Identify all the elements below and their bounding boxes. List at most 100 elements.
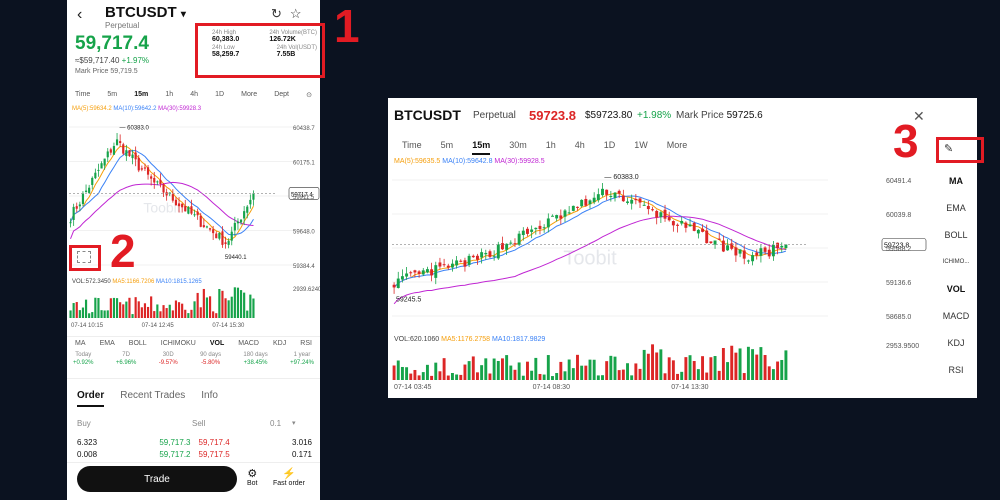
last-price: 59,717.4 — [75, 33, 149, 54]
trade-button[interactable]: Trade — [77, 466, 237, 492]
candle-body — [425, 269, 429, 273]
wtf-time[interactable]: Time — [402, 140, 422, 150]
wtf-30m[interactable]: 30m — [509, 140, 527, 150]
volume-bar — [509, 365, 513, 380]
ind-kdj[interactable]: KDJ — [272, 340, 287, 347]
orderbook-row[interactable]: 0.008 59,717.2 59,717.5 0.171 — [77, 450, 312, 459]
wide-kline-chart[interactable]: Toobit 59723.8 60491.4 60039.8 59588.2 59136.… — [388, 166, 936, 398]
side-ma[interactable]: MA — [949, 176, 963, 186]
fast-order-button[interactable]: ⚡ Fast order — [273, 467, 305, 487]
step-select[interactable]: 0.1 — [270, 419, 282, 428]
volume-bar — [667, 357, 671, 380]
candle-body — [184, 206, 187, 212]
candle-body — [784, 244, 788, 249]
tf-4h[interactable]: 4h — [190, 91, 199, 98]
close-icon[interactable]: ✕ — [913, 108, 925, 124]
wide-symbol: BTCUSDT — [394, 107, 461, 123]
tab-order[interactable]: Order — [77, 390, 105, 407]
volume-bar — [396, 360, 400, 380]
phone-kline-chart[interactable]: Toobit 59717.4 60438.7 60175.1 59911.5 59648.… — [67, 115, 320, 335]
perf-1y: 1 year +97.24% — [290, 352, 314, 366]
candle-body — [196, 211, 199, 216]
ask-qty: 3.016 — [291, 438, 312, 447]
fullscreen-icon[interactable] — [77, 251, 91, 263]
candle-body — [450, 263, 454, 268]
side-ema[interactable]: EMA — [946, 203, 966, 213]
volume-bar — [659, 349, 663, 380]
perf-value: -5.80% — [201, 360, 221, 366]
pencil-icon[interactable]: ✎ — [944, 143, 954, 155]
side-macd[interactable]: MACD — [942, 311, 970, 321]
candle-body — [717, 238, 721, 240]
symbol-selector[interactable]: BTCUSDT ▾ — [105, 4, 186, 21]
wtf-5m[interactable]: 5m — [440, 140, 454, 150]
volume-bar — [162, 305, 165, 318]
volume-bar — [134, 297, 137, 318]
bot-button[interactable]: ⚙ Bot — [247, 467, 258, 487]
candle-body — [726, 245, 730, 251]
volume-axis-label: 2939.6240 — [293, 287, 320, 293]
side-ichimoku[interactable]: ICHIMO... — [942, 259, 970, 265]
volume-bar — [709, 357, 713, 380]
volume-bar — [746, 346, 750, 380]
settings-icon[interactable]: ⊙ — [306, 92, 312, 99]
back-icon[interactable]: ‹ — [77, 6, 83, 23]
volume-bar — [771, 369, 775, 380]
sell-label: Sell — [192, 419, 206, 428]
volume-bar — [546, 355, 550, 380]
volume-bar — [776, 361, 780, 380]
volume-bar — [199, 307, 202, 318]
orderbook-row[interactable]: 6.323 59,717.3 59,717.4 3.016 — [77, 438, 312, 447]
wtf-4h[interactable]: 4h — [574, 140, 585, 150]
volume-bar — [143, 303, 147, 318]
refresh-icon[interactable]: ↻ — [271, 6, 290, 21]
side-boll[interactable]: BOLL — [944, 230, 968, 240]
tf-15m[interactable]: 15m — [134, 91, 149, 98]
chevron-down-icon[interactable]: ▾ — [292, 420, 296, 427]
time-axis-label: 07-14 08:30 — [533, 384, 570, 391]
ind-vol[interactable]: VOL — [209, 340, 225, 347]
tf-depth[interactable]: Dept — [274, 91, 289, 98]
candle-body — [434, 265, 438, 278]
volume-bar — [592, 359, 596, 380]
candle-body — [680, 220, 684, 224]
wtf-15m[interactable]: 15m — [472, 140, 491, 155]
tf-time[interactable]: Time — [75, 91, 91, 98]
ind-ma[interactable]: MA — [75, 340, 86, 347]
volume-bar — [425, 364, 429, 380]
ind-rsi[interactable]: RSI — [300, 340, 312, 347]
volume-bar — [119, 302, 122, 318]
ind-ichimoku[interactable]: ICHIMOKU — [160, 340, 196, 347]
time-axis-label: 07-14 13:30 — [671, 384, 708, 391]
volume-bar — [181, 303, 184, 318]
tf-1d[interactable]: 1D — [215, 91, 225, 98]
perf-7d: 7D +6.96% — [116, 352, 137, 366]
side-rsi[interactable]: RSI — [948, 365, 964, 375]
volume-bar — [701, 356, 705, 380]
side-kdj[interactable]: KDJ — [947, 338, 965, 348]
candle-body — [463, 260, 467, 267]
wtf-1d[interactable]: 1D — [603, 140, 616, 150]
wtf-1h[interactable]: 1h — [545, 140, 556, 150]
highlight-box-drawing — [936, 137, 984, 163]
candle-body — [638, 198, 642, 203]
candle-body — [471, 255, 475, 258]
candle-body — [442, 264, 446, 266]
volume-bar — [125, 301, 128, 318]
tf-5m[interactable]: 5m — [107, 91, 118, 98]
tf-1h[interactable]: 1h — [165, 91, 174, 98]
ind-macd[interactable]: MACD — [238, 340, 259, 347]
tf-more[interactable]: More — [241, 91, 258, 98]
wide-ma5-value: MA(5):59635.5 — [394, 158, 441, 165]
price-axis-label: 59648.0 — [293, 230, 315, 236]
side-vol[interactable]: VOL — [946, 284, 966, 294]
wtf-more[interactable]: More — [666, 140, 688, 150]
tab-info[interactable]: Info — [201, 390, 218, 401]
robot-icon: ⚙ — [247, 468, 258, 480]
star-icon[interactable]: ☆ — [289, 6, 310, 21]
candle-body — [692, 222, 696, 231]
tab-recent-trades[interactable]: Recent Trades — [120, 390, 186, 401]
ind-boll[interactable]: BOLL — [128, 340, 147, 347]
ind-ema[interactable]: EMA — [99, 340, 115, 347]
wtf-1w[interactable]: 1W — [634, 140, 648, 150]
